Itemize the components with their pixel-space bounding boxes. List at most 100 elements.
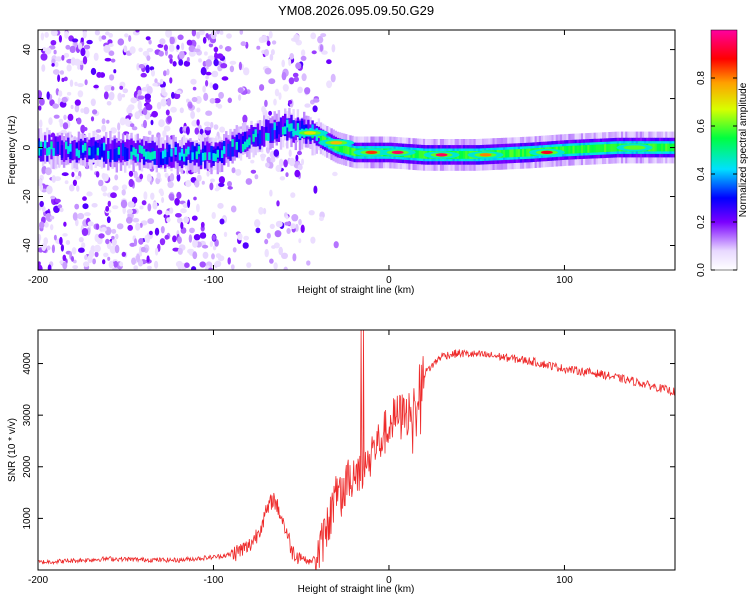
heatmap-speckle — [182, 202, 189, 209]
heatmap-band-cell — [676, 144, 678, 152]
heatmap-band-cell — [237, 139, 241, 152]
heatmap-speckle — [219, 30, 224, 35]
heatmap-speckle — [188, 234, 193, 243]
heatmap-speckle — [140, 72, 147, 78]
heatmap-speckle — [127, 104, 135, 111]
heatmap-speckle — [214, 187, 220, 192]
heatmap-band-cell — [178, 152, 182, 161]
heatmap-speckle — [169, 207, 174, 214]
heatmap-band-cell — [345, 146, 348, 154]
heatmap-speckle — [60, 244, 64, 252]
heatmap-band-cell — [69, 146, 72, 159]
heatmap-y-tick-label: 20 — [22, 93, 33, 105]
heatmap-speckle — [146, 48, 154, 53]
heatmap-speckle — [82, 31, 87, 39]
heatmap-speckle — [128, 35, 132, 42]
heatmap-speckle — [218, 91, 225, 99]
heatmap-band-cell — [599, 144, 603, 153]
heatmap-speckle — [106, 119, 110, 124]
heatmap-speckle — [295, 62, 302, 70]
heatmap-band-cell — [147, 151, 150, 160]
heatmap-speckle — [108, 43, 114, 48]
heatmap-speckle — [82, 56, 88, 65]
heatmap-speckle — [246, 262, 252, 268]
figure-title: YM08.2026.095.09.50.G29 — [278, 3, 434, 18]
heatmap-speckle — [168, 54, 173, 60]
heatmap-x-tick-label: -200 — [28, 275, 48, 286]
heatmap-band-cell — [246, 139, 249, 148]
snr-frame — [37, 329, 676, 571]
heatmap-speckle — [117, 92, 123, 102]
heatmap-speckle — [266, 232, 271, 239]
heatmap-speckle — [41, 243, 47, 251]
snr-y-axis-label: SNR (10 * v/v) — [7, 418, 18, 482]
heatmap-band-cell — [606, 144, 609, 152]
heatmap-band-cell — [418, 150, 422, 159]
heatmap-speckle — [165, 30, 173, 38]
heatmap-speckle — [202, 132, 207, 138]
heatmap-speckle — [310, 236, 316, 244]
heatmap-band-cell — [678, 138, 680, 158]
heatmap-speckle — [180, 208, 187, 214]
heatmap-speckle — [231, 167, 236, 174]
heatmap-band-cell — [84, 143, 87, 151]
heatmap-band-cell — [220, 150, 224, 158]
heatmap-band-cell — [260, 126, 264, 146]
heatmap-speckle — [47, 264, 52, 270]
heatmap-speckle — [69, 45, 76, 54]
heatmap-speckle — [292, 253, 297, 262]
heatmap-speckle — [186, 98, 190, 103]
heatmap-speckle — [76, 117, 82, 125]
heatmap-speckle — [221, 76, 229, 81]
heatmap-speckle — [156, 172, 161, 179]
heatmap-speckle — [293, 33, 300, 43]
heatmap-speckle — [111, 238, 117, 246]
heatmap-band-cell — [578, 145, 582, 154]
heatmap-speckle — [201, 180, 205, 185]
heatmap-speckle — [113, 69, 117, 74]
heatmap-y-axis-label: Frequency (Hz) — [7, 116, 18, 185]
heatmap-band-cell — [44, 140, 47, 149]
heatmap-speckle — [271, 40, 277, 45]
heatmap-speckle — [69, 184, 75, 192]
heatmap-y-ticks: 40 20 0 -20 -40 — [22, 44, 675, 253]
heatmap-speckle — [107, 39, 113, 45]
heatmap-speckle — [151, 110, 159, 118]
heatmap-speckle — [69, 79, 74, 87]
heatmap-band-cell — [38, 147, 40, 156]
heatmap-peak — [330, 141, 343, 145]
heatmap-band-cell — [292, 120, 295, 133]
heatmap-frame — [37, 29, 676, 271]
heatmap-speckle — [149, 66, 155, 71]
heatmap-band-cell — [239, 133, 243, 154]
heatmap-speckle — [64, 180, 69, 185]
heatmap-speckle — [144, 234, 149, 243]
heatmap-speckle — [95, 171, 100, 178]
heatmap-band-cell — [587, 145, 590, 153]
heatmap-band-cell — [136, 140, 139, 160]
heatmap-cells — [38, 30, 680, 270]
heatmap-speckle — [133, 171, 138, 179]
heatmap-band-cell — [121, 143, 125, 157]
heatmap-speckle — [227, 97, 232, 104]
heatmap-speckle — [146, 55, 151, 61]
heatmap-speckle — [333, 241, 339, 249]
heatmap-speckle — [308, 210, 315, 216]
heatmap-band-cell — [665, 143, 668, 152]
heatmap-band-cell — [102, 149, 106, 162]
heatmap-speckle — [202, 85, 206, 93]
heatmap-speckle — [148, 230, 153, 236]
heatmap-speckle — [111, 228, 117, 234]
heatmap-speckle — [205, 33, 209, 39]
heatmap-band-cell — [271, 128, 274, 141]
heatmap-speckle — [179, 107, 184, 114]
heatmap-band-cell — [90, 146, 93, 160]
heatmap-band-cell — [676, 132, 678, 164]
heatmap-speckle — [196, 107, 201, 113]
heatmap-band-cell — [351, 147, 354, 156]
heatmap-speckle — [160, 98, 167, 107]
heatmap-speckle — [38, 105, 42, 111]
heatmap-band-cell — [109, 149, 112, 162]
heatmap-speckle — [128, 170, 134, 177]
heatmap-band-cell — [58, 135, 62, 155]
